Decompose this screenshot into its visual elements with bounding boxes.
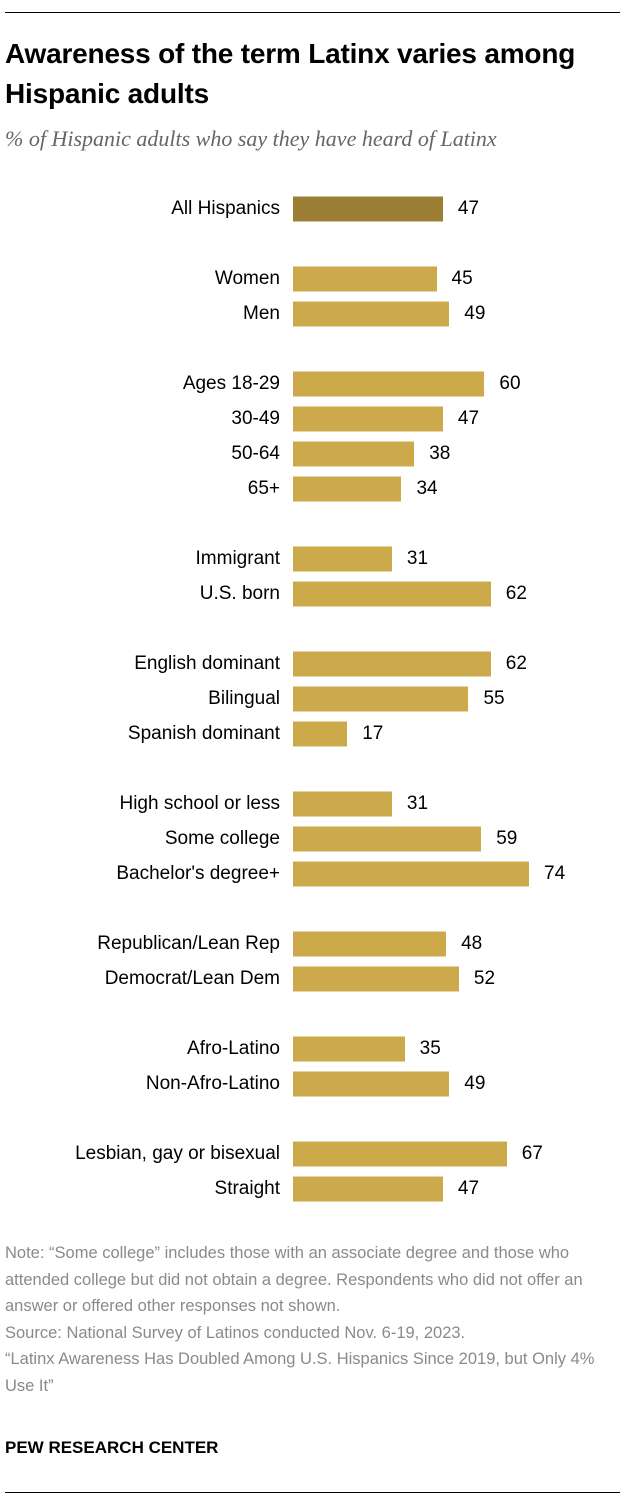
- bar: [293, 581, 491, 607]
- note-text: Note: “Some college” includes those with…: [5, 1244, 583, 1316]
- category-label: Men: [243, 303, 280, 324]
- bottom-rule: [5, 1492, 620, 1493]
- bar: [293, 1036, 405, 1062]
- category-label: 50-64: [231, 443, 280, 464]
- bar: [293, 931, 447, 957]
- category-label: 30-49: [231, 408, 280, 429]
- category-label: Ages 18-29: [182, 373, 280, 394]
- category-label: Some college: [164, 828, 280, 849]
- value-label: 31: [406, 793, 429, 814]
- bar: [293, 721, 348, 747]
- notes: Note: “Some college” includes those with…: [5, 1240, 615, 1400]
- value-label: 62: [505, 653, 527, 674]
- value-label: 52: [473, 968, 496, 989]
- category-label: Bachelor's degree+: [116, 863, 280, 884]
- value-label: 31: [406, 548, 429, 569]
- category-label: Immigrant: [195, 548, 280, 569]
- bar: [293, 196, 443, 222]
- value-label: 45: [451, 268, 473, 289]
- bar: [293, 1141, 507, 1167]
- category-label: Non-Afro-Latino: [145, 1073, 280, 1094]
- value-label: 49: [464, 1073, 486, 1094]
- bar: [293, 966, 459, 992]
- category-label: 65+: [247, 478, 280, 499]
- bar: [293, 441, 415, 467]
- brand-logo-text: PEW RESEARCH CENTER: [5, 1438, 219, 1457]
- category-label: Straight: [214, 1178, 280, 1199]
- value-label: 47: [457, 198, 480, 219]
- category-label: Bilingual: [208, 688, 280, 709]
- bar: [293, 651, 491, 677]
- chart-title: Awareness of the term Latinx varies amon…: [5, 38, 576, 109]
- value-label: 17: [362, 723, 384, 744]
- chart-subtitle: % of Hispanic adults who say they have h…: [5, 126, 497, 151]
- category-label: Lesbian, gay or bisexual: [75, 1143, 280, 1164]
- value-label: 55: [483, 688, 505, 709]
- value-label: 62: [505, 583, 527, 604]
- bar: [293, 826, 482, 852]
- bar: [293, 791, 392, 817]
- value-label: 74: [544, 863, 566, 884]
- bar: [293, 686, 469, 712]
- category-label: Spanish dominant: [127, 723, 280, 744]
- bar: [293, 476, 402, 502]
- bar-chart: All Hispanics 47 Women 45 Men 49 Ages 18-29 60 3…: [75, 196, 566, 1202]
- value-label: 47: [457, 408, 480, 429]
- bar: [293, 1071, 450, 1097]
- category-label: English dominant: [134, 653, 280, 674]
- bar: [293, 861, 530, 887]
- category-label: Republican/Lean Rep: [97, 933, 280, 954]
- value-label: 49: [464, 303, 486, 324]
- category-label: All Hispanics: [171, 198, 280, 219]
- value-label: 67: [521, 1143, 543, 1164]
- value-label: 38: [429, 443, 451, 464]
- bar: [293, 266, 437, 292]
- value-label: 34: [416, 478, 438, 499]
- value-label: 60: [499, 373, 521, 394]
- bar: [293, 406, 443, 432]
- value-label: 59: [496, 828, 518, 849]
- bar: [293, 1176, 443, 1202]
- bar: [293, 371, 485, 397]
- bar: [293, 301, 450, 327]
- bar: [293, 546, 392, 572]
- category-label: Democrat/Lean Dem: [104, 968, 280, 989]
- value-label: 48: [461, 933, 483, 954]
- category-label: Afro-Latino: [187, 1038, 280, 1059]
- value-label: 47: [457, 1178, 480, 1199]
- source-text: Source: National Survey of Latinos condu…: [5, 1323, 595, 1395]
- category-label: High school or less: [119, 793, 280, 814]
- top-rule: [5, 12, 620, 13]
- value-label: 35: [419, 1038, 441, 1059]
- category-label: Women: [214, 268, 280, 289]
- category-label: U.S. born: [199, 583, 280, 604]
